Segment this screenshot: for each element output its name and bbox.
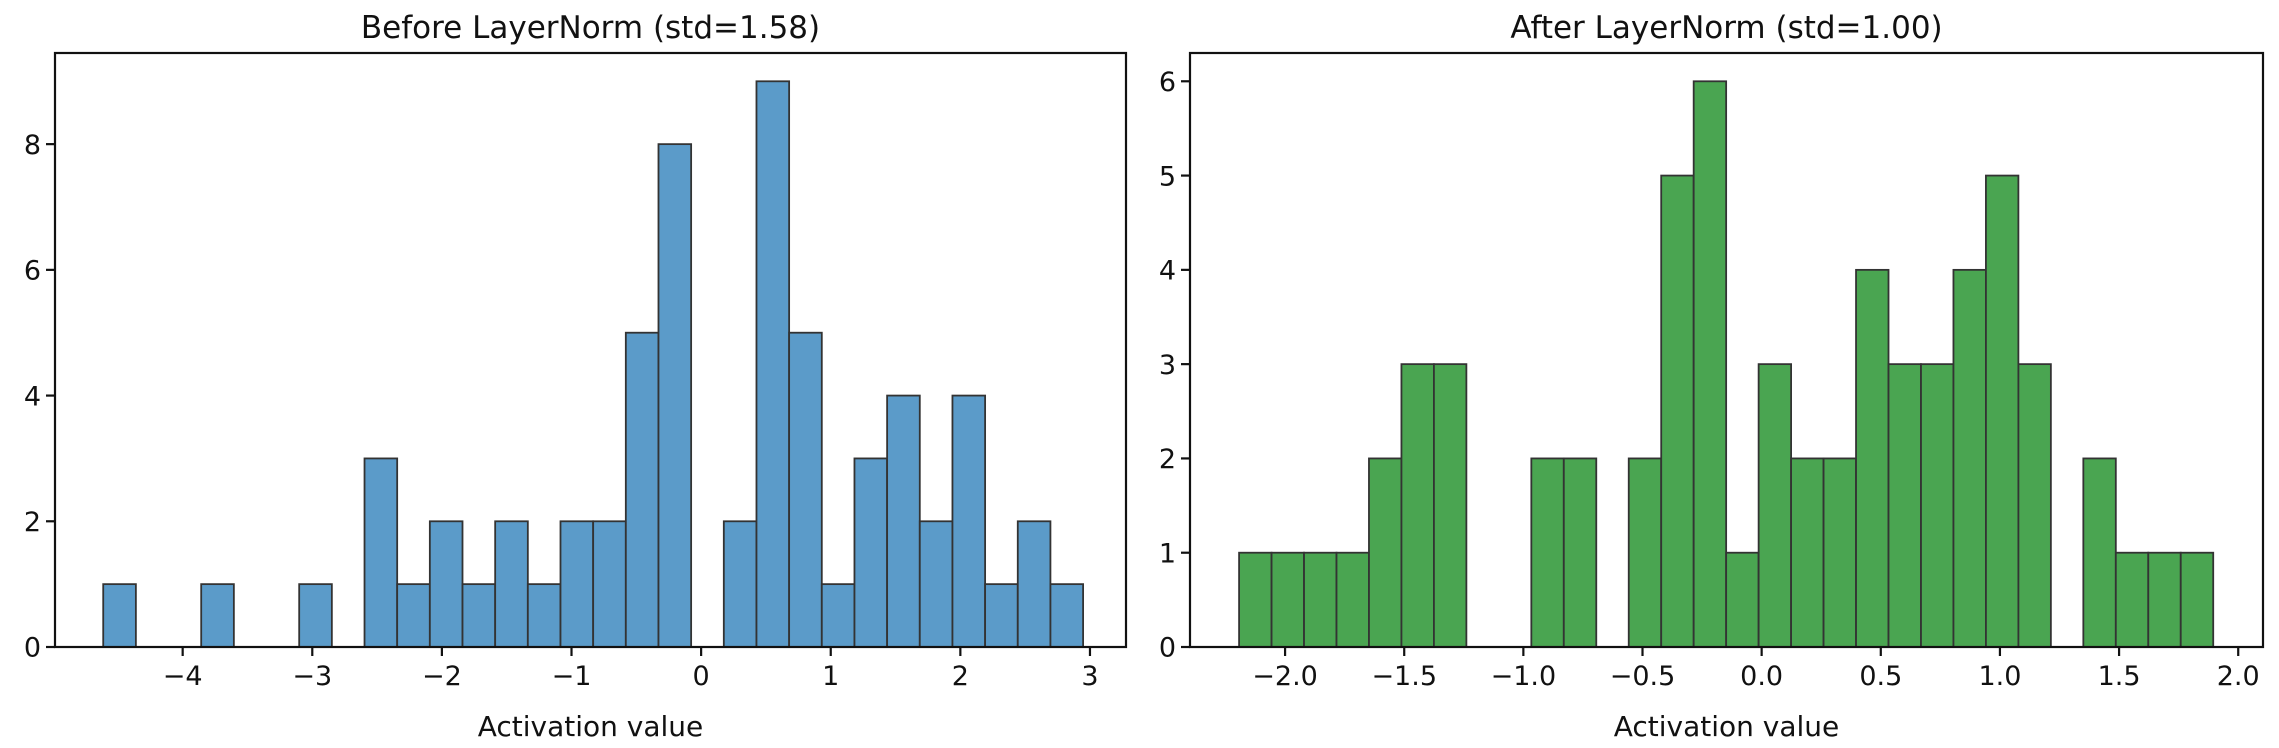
chart-title: After LayerNorm (std=1.00) — [1510, 10, 1942, 46]
histogram-bar — [102, 583, 137, 648]
histogram-bar — [494, 520, 529, 648]
y-tick-label: 0 — [24, 633, 41, 664]
histogram-bar — [1562, 457, 1598, 648]
histogram-bar — [1855, 268, 1890, 648]
histogram-bar — [461, 583, 497, 648]
x-tick-label: 0.0 — [1740, 661, 1783, 692]
x-tick-label: 0.5 — [1859, 661, 1902, 692]
x-tick-label: 1 — [822, 661, 839, 692]
histogram-bar — [1049, 583, 1084, 648]
x-axis-label: Activation value — [478, 710, 704, 743]
histogram-bar — [1303, 551, 1338, 648]
histogram-bar — [1335, 551, 1370, 648]
histogram-bar — [1016, 520, 1052, 648]
x-tick-label: 0 — [693, 661, 710, 692]
histogram-bar — [657, 143, 693, 648]
histogram-bar — [755, 80, 791, 648]
plot-frame — [1188, 51, 2265, 649]
histogram-bar — [853, 457, 889, 648]
histogram-bar — [1433, 363, 1468, 648]
histogram-bar — [886, 394, 921, 648]
x-axis-label: Activation value — [1614, 710, 1840, 743]
histogram-bar — [1790, 457, 1825, 648]
histogram-bar — [1627, 457, 1663, 648]
y-tick-label: 1 — [1159, 538, 1176, 569]
histogram-bar — [1920, 363, 1955, 648]
histogram-bar — [592, 520, 627, 648]
y-tick-label: 2 — [1159, 444, 1176, 475]
histogram-bar — [2017, 363, 2052, 648]
x-tick-label: −1.0 — [1491, 661, 1557, 692]
x-tick-label: −3 — [292, 661, 332, 692]
x-tick-label: 1.0 — [1978, 661, 2021, 692]
x-tick-label: −2 — [422, 661, 462, 692]
histogram-bar — [951, 394, 987, 648]
histogram-bar — [2179, 551, 2215, 648]
histogram-bar — [820, 583, 856, 648]
histogram-bar — [298, 583, 333, 648]
x-tick-label: −0.5 — [1610, 661, 1676, 692]
y-tick-label: 6 — [1159, 67, 1176, 98]
before-layernorm-chart: −4 −3 −2 −1 0 1 2 3 0 2 4 6 8 Before LayerNorm (std=1… — [24, 10, 1128, 743]
histogram-bar — [200, 583, 235, 648]
histogram-bar — [1725, 551, 1760, 648]
x-tick-label: 2.0 — [2217, 661, 2260, 692]
histogram-bar — [1400, 363, 1435, 648]
histogram-bar — [363, 457, 399, 648]
histogram-bar — [396, 583, 431, 648]
histogram-bar — [1822, 457, 1857, 648]
histogram-bar — [2114, 551, 2150, 648]
y-tick-label: 4 — [1159, 256, 1176, 287]
x-tick-label: −1 — [552, 661, 592, 692]
y-tick-label: 4 — [24, 381, 41, 412]
x-tick-label: 2 — [952, 661, 969, 692]
x-tick-label: 1.5 — [2098, 661, 2141, 692]
histogram-bar — [1952, 268, 1987, 648]
histogram-bar — [2082, 457, 2117, 648]
histogram-bar — [788, 331, 823, 648]
x-tick-label: −1.5 — [1371, 661, 1437, 692]
histogram-bar — [428, 520, 464, 648]
histogram-bar — [722, 520, 758, 648]
plot-frame — [53, 51, 1128, 649]
histogram-bar — [624, 331, 660, 648]
x-tick-label: 3 — [1081, 661, 1098, 692]
histogram-bar — [1887, 363, 1922, 648]
x-tick-label: −4 — [163, 661, 203, 692]
histogram-bar — [1660, 174, 1695, 648]
histogram-bar — [2147, 551, 2182, 648]
y-tick-label: 2 — [24, 507, 41, 538]
y-tick-label: 8 — [24, 130, 41, 161]
histogram-bar — [1985, 174, 2020, 648]
chart-title: Before LayerNorm (std=1.58) — [361, 10, 820, 46]
histogram-bar — [1368, 457, 1403, 648]
histogram-bar — [1238, 551, 1273, 648]
histogram-bar — [1692, 80, 1728, 648]
histogram-bar — [1270, 551, 1305, 648]
histogram-bar — [984, 583, 1019, 648]
y-tick-label: 6 — [24, 256, 41, 287]
histogram-bar — [1757, 363, 1793, 648]
histogram-bar — [918, 520, 954, 648]
y-tick-label: 0 — [1159, 633, 1176, 664]
y-tick-label: 3 — [1159, 350, 1176, 381]
after-layernorm-chart: −2.0 −1.5 −1.0 −0.5 0.0 0.5 1.0 1.5 2.0 0 1 2 3 4 5 6 Af… — [1159, 10, 2265, 743]
histogram-bar — [559, 520, 595, 648]
histogram-bar — [1530, 457, 1565, 648]
histogram-bar — [526, 583, 562, 648]
y-tick-label: 5 — [1159, 161, 1176, 192]
x-tick-label: −2.0 — [1252, 661, 1318, 692]
